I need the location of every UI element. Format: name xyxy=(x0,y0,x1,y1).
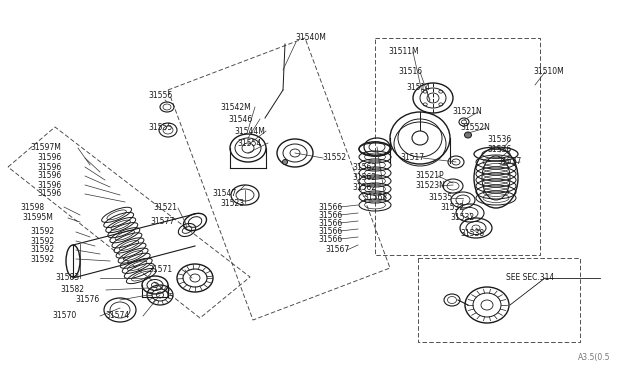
Text: 31521P: 31521P xyxy=(415,171,444,180)
Text: 31514: 31514 xyxy=(406,83,430,93)
Text: 31566: 31566 xyxy=(318,218,342,228)
Text: A3.5(0.5: A3.5(0.5 xyxy=(577,353,610,362)
Text: 31566: 31566 xyxy=(318,227,342,235)
Text: 31566: 31566 xyxy=(318,211,342,219)
Text: 31592: 31592 xyxy=(30,254,54,263)
Text: 31570: 31570 xyxy=(52,311,76,321)
Text: 31537: 31537 xyxy=(497,157,521,167)
Text: 31552N: 31552N xyxy=(460,124,490,132)
Text: 31556: 31556 xyxy=(148,92,172,100)
Text: 31597M: 31597M xyxy=(30,144,61,153)
Text: 31546: 31546 xyxy=(228,115,252,124)
Text: 31532: 31532 xyxy=(440,202,464,212)
Text: 31554: 31554 xyxy=(237,138,261,148)
Text: 31510M: 31510M xyxy=(533,67,564,77)
Text: 31552: 31552 xyxy=(322,154,346,163)
Text: 31596: 31596 xyxy=(37,180,61,189)
Text: 31555: 31555 xyxy=(148,122,172,131)
Text: 31516: 31516 xyxy=(398,67,422,77)
Text: 31562: 31562 xyxy=(352,164,376,173)
Text: 31596: 31596 xyxy=(37,171,61,180)
Text: 31596: 31596 xyxy=(37,163,61,171)
Ellipse shape xyxy=(465,132,472,138)
Text: 31574: 31574 xyxy=(105,311,129,321)
Text: 31592: 31592 xyxy=(30,237,54,246)
Text: 31538: 31538 xyxy=(460,228,484,237)
Text: 31592: 31592 xyxy=(30,246,54,254)
Text: 31571: 31571 xyxy=(148,266,172,275)
Ellipse shape xyxy=(282,160,287,164)
Text: 31595M: 31595M xyxy=(22,214,53,222)
Text: 31566: 31566 xyxy=(318,234,342,244)
Text: 31567: 31567 xyxy=(325,246,349,254)
Text: 31568: 31568 xyxy=(363,193,387,202)
Text: SEE SEC.314: SEE SEC.314 xyxy=(506,273,554,282)
Text: 31536: 31536 xyxy=(487,135,511,144)
Text: 31523: 31523 xyxy=(220,199,244,208)
Text: 31542M: 31542M xyxy=(220,103,251,112)
Text: 31582: 31582 xyxy=(60,285,84,295)
Text: 31544M: 31544M xyxy=(234,126,265,135)
Text: 31532: 31532 xyxy=(450,214,474,222)
Text: 31577: 31577 xyxy=(150,218,174,227)
Text: 31562: 31562 xyxy=(352,173,376,183)
Text: 31523N: 31523N xyxy=(415,182,445,190)
Text: 31596: 31596 xyxy=(37,154,61,163)
Text: 31540M: 31540M xyxy=(295,33,326,42)
Text: 31547: 31547 xyxy=(212,189,236,198)
Text: 31511M: 31511M xyxy=(388,48,419,57)
Text: 31536: 31536 xyxy=(487,145,511,154)
Text: 31517: 31517 xyxy=(400,154,424,163)
Text: 31596: 31596 xyxy=(37,189,61,199)
Text: 31583: 31583 xyxy=(55,273,79,282)
Text: 31598: 31598 xyxy=(20,202,44,212)
Text: 31521: 31521 xyxy=(153,203,177,212)
Text: 31521N: 31521N xyxy=(452,108,482,116)
Text: 31562: 31562 xyxy=(352,183,376,192)
Text: 31592: 31592 xyxy=(30,228,54,237)
Text: 31566: 31566 xyxy=(318,202,342,212)
Text: 31576: 31576 xyxy=(75,295,99,305)
Text: 31535: 31535 xyxy=(428,193,452,202)
